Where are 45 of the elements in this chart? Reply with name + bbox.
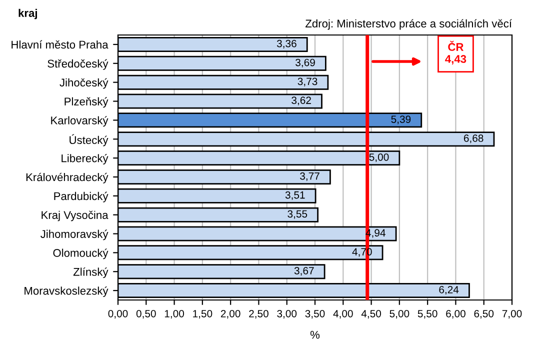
x-tick-label: 6,50	[474, 310, 494, 319]
y-tick-label: Zlínský	[73, 268, 108, 278]
y-axis-title: kraj	[18, 8, 37, 20]
y-tick-label: Hlavní město Praha	[12, 40, 108, 49]
data-label: 3,69	[296, 58, 315, 68]
data-label: 3,36	[276, 40, 296, 48]
data-label: 5,00	[369, 153, 389, 162]
data-label: 3,55	[288, 210, 308, 219]
x-tick-label: 3,00	[277, 310, 297, 319]
x-tick-label: 0,00	[108, 310, 128, 319]
x-tick-label: 6,00	[446, 310, 466, 319]
data-label: 3,73	[298, 78, 318, 86]
y-tick-label: Karlovarský	[51, 116, 108, 127]
x-tick-label: 0,50	[136, 310, 156, 319]
y-tick-label: Jihočeský	[60, 78, 108, 89]
x-tick-label: 5,00	[390, 310, 410, 319]
y-tick-label: Středočeský	[48, 59, 108, 70]
x-tick-label: 1,50	[193, 310, 212, 319]
data-label: 3,51	[285, 191, 305, 200]
data-label: 6,24	[439, 286, 459, 295]
ref-line-label: ČR 4,43	[445, 40, 466, 65]
x-tick-label: 1,00	[164, 310, 184, 319]
data-label: 3,77	[300, 172, 320, 181]
data-label: 3,67	[294, 267, 314, 276]
y-tick-label: Jihomoravský	[40, 230, 108, 240]
x-tick-label: 5,50	[418, 310, 438, 319]
y-tick-label: Ústecký	[70, 134, 108, 146]
y-tick-label: Liberecký	[62, 154, 108, 164]
y-tick-label: Moravskoslezský	[24, 286, 108, 297]
x-tick-label: 7,00	[502, 310, 522, 319]
y-tick-label: Olomoucký	[53, 248, 108, 260]
data-label: 3,62	[292, 96, 311, 106]
x-tick-label: 4,50	[361, 310, 382, 319]
y-tick-label: Pardubický	[54, 192, 108, 202]
data-label: 5,39	[391, 116, 411, 124]
x-tick-label: 2,00	[220, 310, 240, 319]
x-tick-label: 3,50	[305, 310, 325, 319]
y-tick-label: Královéhradecký	[26, 172, 108, 184]
y-tick-label: Kraj Vysočina	[42, 210, 108, 222]
text: Zdroj: Ministerstvo práce a sociálních věcí	[305, 19, 512, 30]
y-tick-label: Plzeňský	[64, 97, 108, 108]
data-label: 6,68	[464, 134, 484, 144]
x-tick-label: 4,00	[333, 310, 353, 319]
x-tick-label: 2,50	[249, 310, 268, 319]
x-axis-title: %	[310, 330, 320, 339]
